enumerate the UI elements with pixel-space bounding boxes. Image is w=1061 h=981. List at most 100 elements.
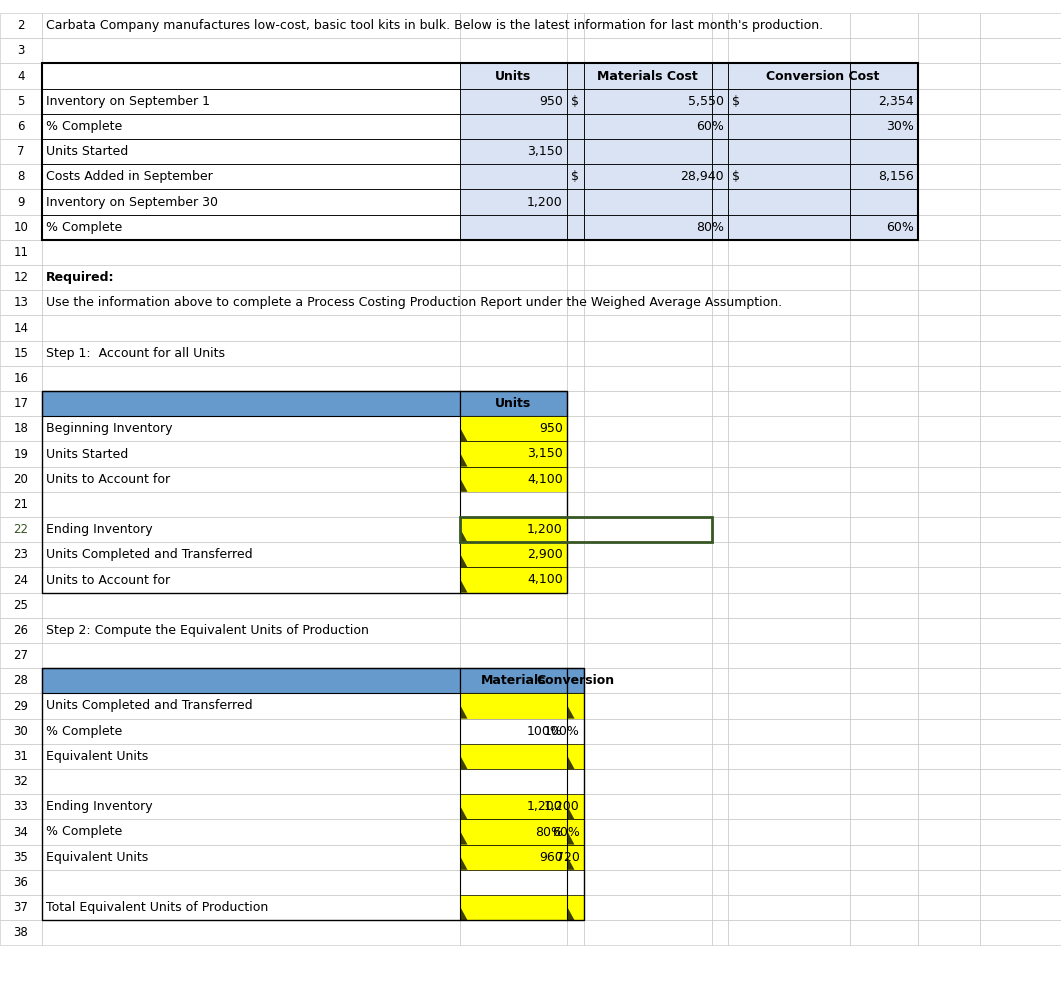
Bar [567,239,584,265]
Bar [567,668,584,694]
Bar [567,391,584,416]
Text: Units: Units [495,70,532,82]
Bar [980,467,1061,491]
Bar [0,895,42,920]
Bar [460,139,567,164]
Bar [460,719,567,744]
Text: 30%: 30% [886,120,914,132]
Bar [584,164,712,189]
Text: Units Completed and Transferred: Units Completed and Transferred [47,699,253,712]
Text: Units Started: Units Started [47,447,128,460]
Bar [460,467,567,491]
Text: 2,354: 2,354 [879,95,914,108]
Text: 34: 34 [14,825,29,839]
Bar [728,895,850,920]
Bar [918,366,980,391]
Bar [728,845,850,870]
Polygon shape [460,805,468,819]
Bar [42,391,460,416]
Bar [460,88,567,114]
Bar [42,64,918,239]
Bar [567,366,584,391]
Bar [980,744,1061,769]
Bar [850,340,918,366]
Bar [567,215,584,239]
Bar [42,769,460,795]
Bar [712,668,728,694]
Bar [567,189,584,215]
Bar [918,88,980,114]
Bar [42,467,460,491]
Bar [42,668,460,694]
Text: 3: 3 [17,44,24,57]
Bar [918,139,980,164]
Bar [712,114,728,139]
Bar [712,189,728,215]
Bar [712,542,728,567]
Bar [567,13,584,38]
Bar [728,215,850,239]
Bar [584,215,712,239]
Bar [42,895,460,920]
Text: Step 2: Compute the Equivalent Units of Production: Step 2: Compute the Equivalent Units of … [47,624,369,637]
Text: Conversion Cost: Conversion Cost [766,70,880,82]
Bar [0,114,42,139]
Bar [728,416,850,441]
Bar [0,38,42,64]
Bar [460,64,567,88]
Bar [584,668,712,694]
Bar [42,920,460,946]
Polygon shape [460,755,468,769]
Bar [712,366,728,391]
Text: Total Equivalent Units of Production: Total Equivalent Units of Production [47,902,268,914]
Bar [460,38,567,64]
Bar [42,618,460,643]
Bar [712,441,728,467]
Bar [712,517,728,542]
Bar [460,920,567,946]
Bar [0,870,42,895]
Bar [42,13,460,38]
Text: Materials Cost: Materials Cost [597,70,698,82]
Bar [567,64,584,88]
Bar [584,467,712,491]
Bar [567,491,584,517]
Bar [918,668,980,694]
Bar [728,870,850,895]
Bar [980,88,1061,114]
Bar [712,290,728,316]
Bar [850,668,918,694]
Bar [0,694,42,719]
Bar [584,64,712,88]
Bar [850,920,918,946]
Bar [567,795,584,819]
Bar [584,239,712,265]
Bar [567,88,584,114]
Text: Costs Added in September: Costs Added in September [47,171,213,183]
Bar [980,340,1061,366]
Bar [728,441,850,467]
Bar [0,491,42,517]
Bar [42,366,460,391]
Bar [584,316,712,340]
Bar [712,64,728,88]
Text: Required:: Required: [47,271,115,284]
Bar [0,441,42,467]
Bar [0,542,42,567]
Bar [850,215,918,239]
Bar [567,618,584,643]
Bar [980,189,1061,215]
Bar [460,795,567,819]
Bar [728,719,850,744]
Bar [567,895,584,920]
Bar [584,744,712,769]
Bar [712,416,728,441]
Bar [850,164,918,189]
Text: 1,200: 1,200 [527,800,562,813]
Bar [460,744,567,769]
Bar [980,13,1061,38]
Bar [42,668,584,920]
Bar [42,416,460,441]
Bar [918,643,980,668]
Bar [584,643,712,668]
